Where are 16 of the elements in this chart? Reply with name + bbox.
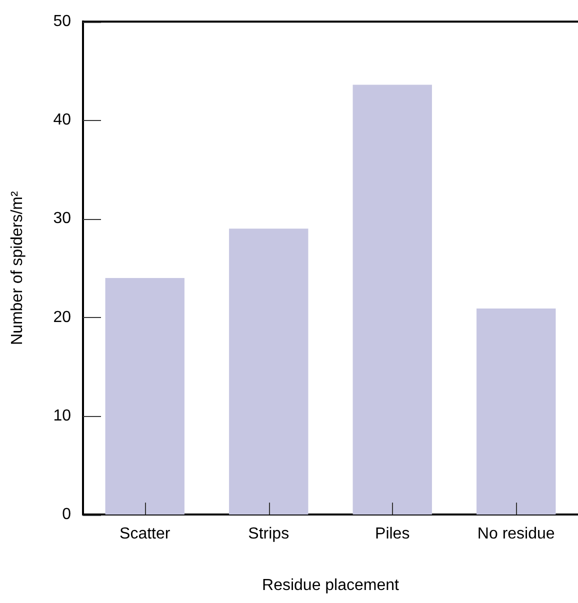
x-axis-title: Residue placement (262, 576, 400, 594)
x-tick-label: No residue (477, 526, 555, 543)
bar (352, 84, 432, 515)
bar (229, 228, 308, 515)
bar (476, 308, 556, 515)
y-tick-label: 30 (53, 210, 72, 228)
bar (105, 278, 184, 515)
y-tick-label: 0 (62, 506, 72, 524)
x-tick-label: Scatter (120, 526, 171, 543)
x-tick-label: Piles (375, 526, 410, 543)
y-axis-title: Number of spiders/m² (9, 190, 26, 346)
y-tick-label: 40 (53, 112, 72, 129)
y-tick-label: 50 (53, 13, 72, 30)
x-tick-label: Strips (248, 526, 290, 543)
y-tick-label: 20 (53, 308, 72, 326)
y-tick-label: 10 (53, 407, 72, 424)
